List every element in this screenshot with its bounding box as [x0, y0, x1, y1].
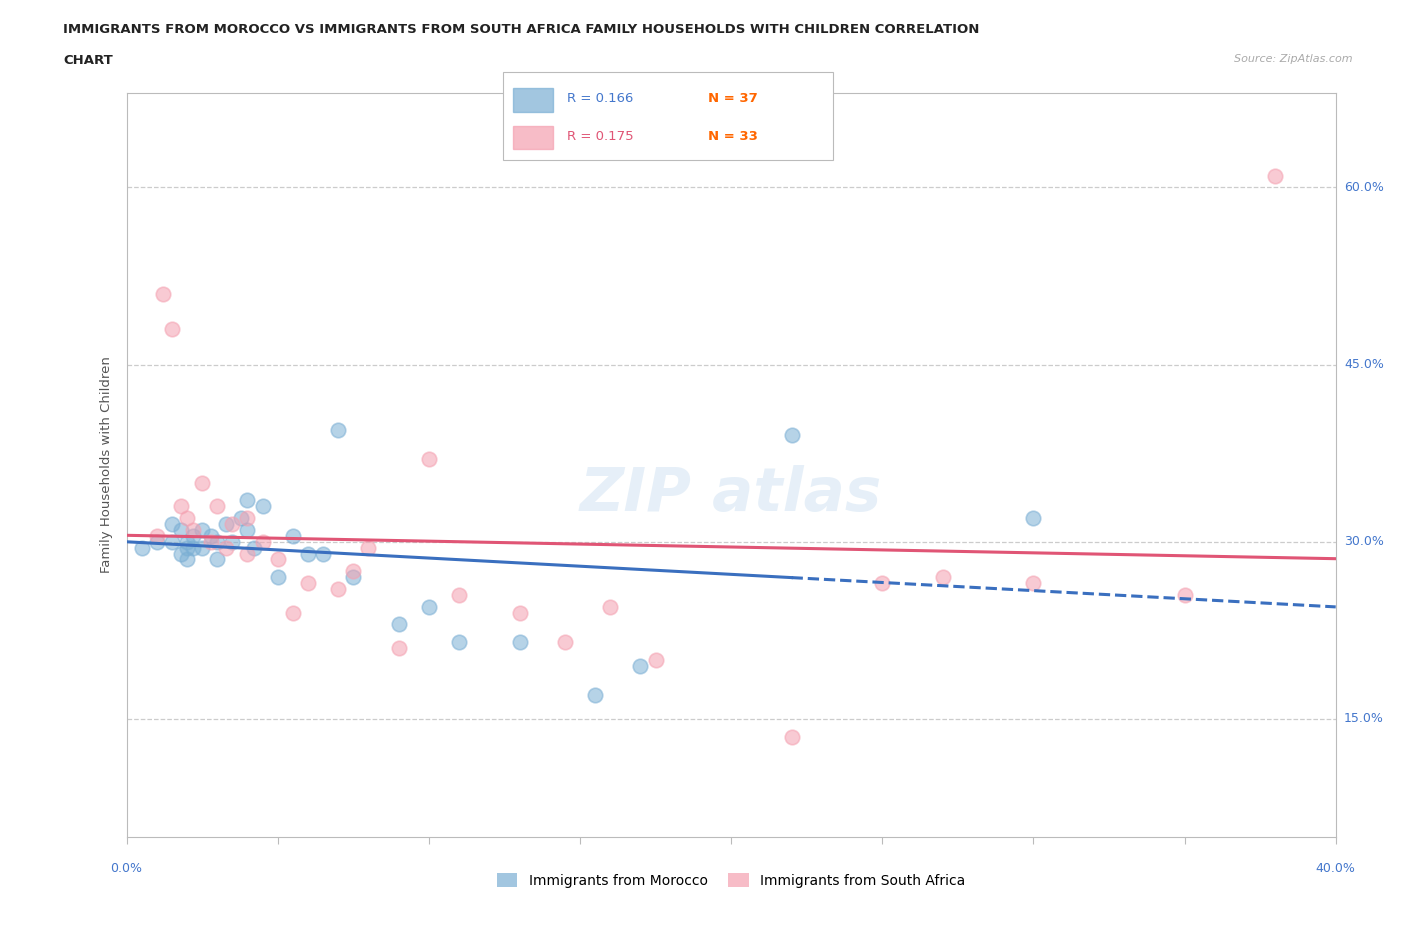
- Point: [297, 546, 319, 561]
- Point: [176, 552, 198, 567]
- Point: [205, 552, 228, 567]
- Point: [170, 523, 193, 538]
- Point: [221, 516, 243, 531]
- Text: N = 37: N = 37: [709, 92, 758, 105]
- Point: [200, 528, 222, 543]
- Point: [630, 658, 652, 673]
- Text: 60.0%: 60.0%: [1344, 181, 1384, 194]
- Point: [252, 535, 274, 550]
- Point: [281, 605, 304, 620]
- Point: [191, 523, 214, 538]
- Point: [236, 523, 259, 538]
- Point: [872, 576, 894, 591]
- Point: [509, 605, 531, 620]
- Point: [181, 528, 204, 543]
- Point: [644, 653, 666, 668]
- Text: N = 33: N = 33: [709, 129, 758, 142]
- Point: [242, 540, 264, 555]
- Point: [418, 452, 440, 467]
- Point: [342, 564, 364, 578]
- Point: [181, 540, 204, 555]
- Legend: Immigrants from Morocco, Immigrants from South Africa: Immigrants from Morocco, Immigrants from…: [491, 868, 972, 894]
- Point: [447, 634, 470, 649]
- Point: [236, 546, 259, 561]
- Point: [326, 422, 350, 437]
- Point: [252, 498, 274, 513]
- Point: [780, 729, 803, 744]
- Point: [160, 322, 183, 337]
- Text: 40.0%: 40.0%: [1316, 862, 1355, 875]
- Text: R = 0.166: R = 0.166: [567, 92, 633, 105]
- Point: [231, 511, 253, 525]
- Point: [176, 535, 198, 550]
- Point: [146, 528, 169, 543]
- Point: [388, 617, 411, 631]
- Point: [599, 599, 621, 614]
- Text: R = 0.175: R = 0.175: [567, 129, 633, 142]
- Point: [221, 535, 243, 550]
- Point: [236, 511, 259, 525]
- Point: [146, 535, 169, 550]
- Point: [554, 634, 576, 649]
- Point: [357, 540, 380, 555]
- Point: [205, 498, 228, 513]
- Text: 45.0%: 45.0%: [1344, 358, 1384, 371]
- Point: [152, 286, 174, 301]
- Point: [215, 540, 238, 555]
- Point: [267, 552, 290, 567]
- FancyBboxPatch shape: [513, 126, 553, 149]
- Point: [170, 546, 193, 561]
- Text: ZIP atlas: ZIP atlas: [581, 465, 882, 525]
- Point: [312, 546, 335, 561]
- Point: [267, 570, 290, 585]
- Point: [205, 535, 228, 550]
- FancyBboxPatch shape: [502, 73, 834, 161]
- Text: CHART: CHART: [63, 54, 112, 67]
- Point: [388, 641, 411, 656]
- Point: [215, 516, 238, 531]
- Point: [1022, 511, 1045, 525]
- Point: [181, 523, 204, 538]
- Point: [160, 516, 183, 531]
- Point: [583, 688, 606, 703]
- Y-axis label: Family Households with Children: Family Households with Children: [100, 356, 114, 574]
- Point: [131, 540, 153, 555]
- Text: Source: ZipAtlas.com: Source: ZipAtlas.com: [1234, 54, 1353, 64]
- Point: [932, 570, 955, 585]
- Point: [1173, 588, 1195, 603]
- Point: [297, 576, 319, 591]
- Text: 0.0%: 0.0%: [111, 862, 142, 875]
- Point: [326, 581, 350, 596]
- Point: [342, 570, 364, 585]
- Text: 30.0%: 30.0%: [1344, 536, 1384, 549]
- Point: [191, 540, 214, 555]
- Point: [236, 493, 259, 508]
- Text: IMMIGRANTS FROM MOROCCO VS IMMIGRANTS FROM SOUTH AFRICA FAMILY HOUSEHOLDS WITH C: IMMIGRANTS FROM MOROCCO VS IMMIGRANTS FR…: [63, 23, 980, 36]
- Point: [281, 528, 304, 543]
- Point: [447, 588, 470, 603]
- Point: [418, 599, 440, 614]
- Point: [191, 475, 214, 490]
- Point: [780, 428, 803, 443]
- FancyBboxPatch shape: [513, 88, 553, 112]
- Point: [1264, 168, 1286, 183]
- Point: [170, 498, 193, 513]
- Point: [176, 511, 198, 525]
- Point: [509, 634, 531, 649]
- Point: [160, 535, 183, 550]
- Point: [176, 540, 198, 555]
- Point: [1022, 576, 1045, 591]
- Point: [200, 535, 222, 550]
- Text: 15.0%: 15.0%: [1344, 712, 1384, 725]
